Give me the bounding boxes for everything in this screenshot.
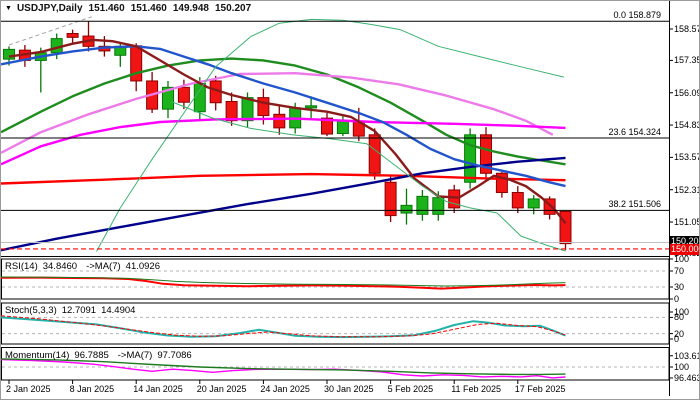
candle-body bbox=[257, 97, 270, 117]
stoch-panel-area[interactable] bbox=[1, 315, 566, 339]
date-label: 30 Jan 2025 bbox=[324, 384, 374, 394]
chart-title: ▼ USDJPY,Daily 151.460 151.460 149.948 1… bbox=[5, 3, 251, 14]
candle-body bbox=[225, 100, 238, 122]
candle-body bbox=[495, 172, 508, 194]
alert-price-label: 150.000 bbox=[670, 243, 699, 255]
candle-body bbox=[66, 32, 79, 38]
rsi-value: 34.8460 bbox=[42, 261, 78, 272]
rsi-name: RSI(14) bbox=[5, 261, 38, 272]
rsi-ma-name: ->MA(7) bbox=[86, 261, 121, 272]
stoch-axis-label: 100 bbox=[674, 307, 690, 317]
quote-open: 151.460 bbox=[88, 3, 125, 14]
candle-body bbox=[241, 97, 254, 122]
price-axis-label: 158.575 bbox=[674, 24, 699, 34]
candle-body bbox=[448, 189, 461, 209]
stoch-value2: 14.4904 bbox=[101, 305, 136, 316]
date-label: 8 Jan 2025 bbox=[69, 384, 115, 394]
candle-body bbox=[480, 134, 492, 174]
indicator-line-momentum-ma bbox=[1, 358, 566, 376]
overlay-band-upper-thin-green bbox=[96, 18, 565, 252]
rsi-panel-label: RSI(14) 34.8460 ->MA(7) 41.0926 bbox=[5, 261, 165, 272]
candle-body bbox=[162, 86, 174, 110]
current-price-label: 150.207 bbox=[670, 236, 699, 247]
stoch-axis-label: 0 bbox=[674, 334, 680, 344]
candle-body bbox=[384, 181, 397, 217]
candle-body bbox=[321, 117, 333, 135]
momentum-panel-label: Momentum(14) 96.7885 ->MA(7) 97.7086 bbox=[5, 350, 197, 361]
candle-body bbox=[559, 210, 572, 245]
candle-body bbox=[3, 48, 15, 60]
date-label: 14 Jan 2025 bbox=[133, 384, 183, 394]
quote-low: 149.948 bbox=[172, 3, 209, 14]
candle-body bbox=[432, 197, 445, 215]
date-label: 17 Feb 2025 bbox=[514, 384, 566, 394]
overlay-ma-pink bbox=[1, 71, 554, 154]
price-axis-label: 154.830 bbox=[674, 120, 699, 131]
price-axis-label: 152.310 bbox=[674, 184, 699, 195]
price-axis-label: 157.350 bbox=[674, 55, 699, 66]
date-label: 2 Jan 2025 bbox=[6, 384, 51, 394]
overlay-ma-blue bbox=[1, 45, 566, 188]
candle-body bbox=[543, 198, 556, 215]
rsi-ma-value: 41.0926 bbox=[125, 261, 160, 272]
candle-body bbox=[464, 134, 477, 183]
momentum-axis-label: 96.4633 bbox=[674, 372, 699, 383]
rsi-axis-label: 100 bbox=[674, 254, 690, 264]
stoch-axis-label: 80 bbox=[674, 312, 685, 323]
momentum-name: Momentum(14) bbox=[5, 350, 70, 361]
momentum-axis-label: 103.6172 bbox=[674, 350, 699, 361]
date-label: 24 Jan 2025 bbox=[260, 384, 310, 394]
rsi-panel-area[interactable] bbox=[1, 276, 566, 290]
fib-level-label: 23.6 154.324 bbox=[608, 127, 661, 138]
overlay-ma-red bbox=[1, 172, 566, 185]
momentum-ma-name: ->MA(7) bbox=[117, 350, 153, 361]
date-label: 5 Feb 2025 bbox=[387, 384, 434, 394]
main-chart-area[interactable] bbox=[1, 16, 572, 252]
symbol-timeframe-label: USDJPY,Daily bbox=[16, 3, 83, 14]
candle-body bbox=[177, 86, 190, 103]
stoch-name: Stoch(5,3,3) bbox=[5, 305, 57, 316]
stoch-value: 12.7091 bbox=[61, 305, 97, 316]
stoch-axis-label: 20 bbox=[674, 328, 685, 339]
rsi-axis-label: 30 bbox=[674, 282, 685, 292]
candle-body bbox=[305, 105, 318, 109]
quote-close: 150.207 bbox=[215, 3, 252, 14]
overlay-band-lower-thin-green bbox=[171, 101, 566, 252]
price-axis-label: 156.090 bbox=[674, 87, 699, 98]
overlay-ma-slow-green bbox=[1, 57, 566, 166]
date-label: 11 Feb 2025 bbox=[451, 384, 502, 394]
indicator-line-rsi-ma bbox=[1, 276, 566, 287]
momentum-ma-value: 97.7086 bbox=[157, 350, 192, 361]
rsi-axis-label: 70 bbox=[674, 266, 685, 276]
date-label: 20 Jan 2025 bbox=[196, 384, 247, 394]
stoch-panel-label: Stoch(5,3,3) 12.7091 14.4904 bbox=[5, 305, 140, 316]
overlay-ma-navy bbox=[1, 156, 566, 252]
candle-body bbox=[416, 195, 429, 215]
quote-high: 151.460 bbox=[130, 3, 167, 14]
price-axis-label: 153.570 bbox=[674, 152, 699, 163]
candle-body bbox=[527, 198, 540, 209]
candle-body bbox=[273, 113, 286, 129]
fib-level-label: 0.0 158.879 bbox=[613, 10, 661, 21]
fib-level-label: 38.2 151.506 bbox=[608, 199, 661, 210]
momentum-panel-area[interactable] bbox=[1, 358, 566, 379]
overlay-ma-fast-maroon bbox=[8, 38, 567, 225]
candle-body bbox=[511, 192, 524, 209]
rsi-axis-label: 0 bbox=[674, 294, 680, 304]
symbol-dropdown-icon[interactable]: ▼ bbox=[5, 5, 12, 12]
momentum-axis-label: 100 bbox=[674, 362, 690, 372]
momentum-value: 96.7885 bbox=[74, 350, 109, 361]
candlesticks bbox=[3, 21, 572, 251]
price-axis-label: 151.050 bbox=[674, 217, 699, 228]
candle-body bbox=[400, 204, 413, 214]
